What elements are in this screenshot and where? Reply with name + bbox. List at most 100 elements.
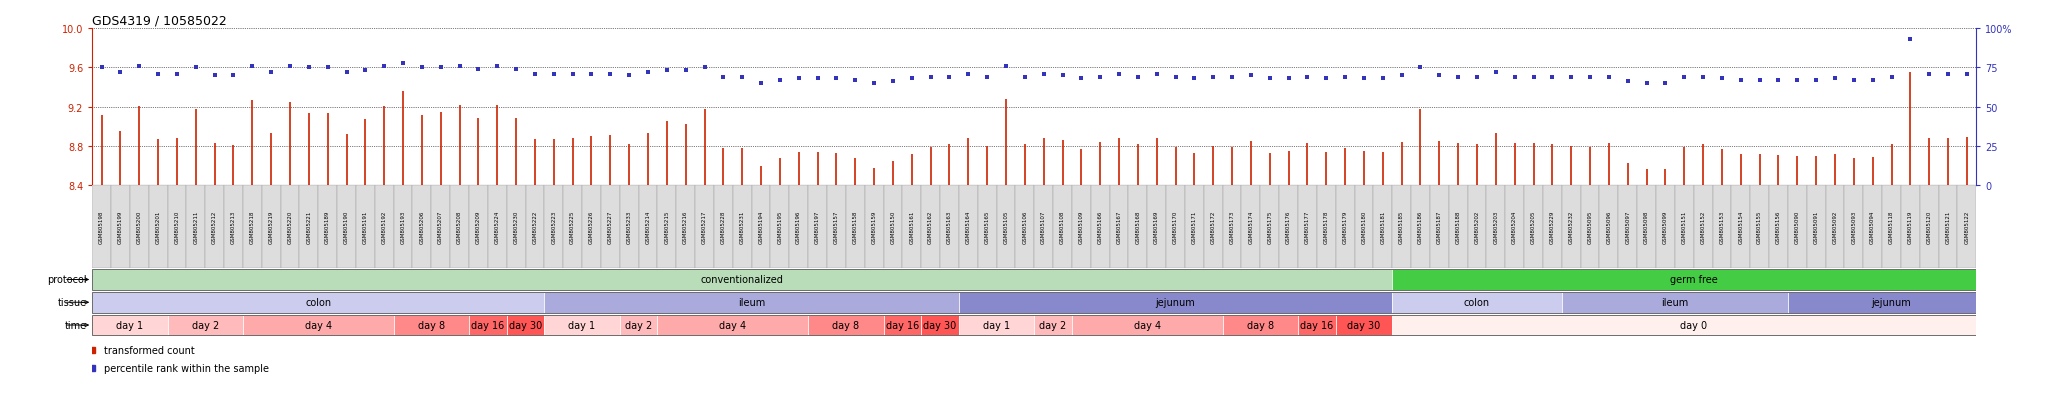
Bar [545, 186, 563, 268]
Bar [92, 186, 111, 268]
Text: GSM805178: GSM805178 [1323, 211, 1329, 244]
Bar [958, 292, 1393, 313]
Bar [186, 186, 205, 268]
Point [217, 73, 250, 79]
Text: GSM805228: GSM805228 [721, 211, 725, 244]
Point [1348, 76, 1380, 83]
Bar [1806, 186, 1825, 268]
Point [1688, 74, 1720, 81]
Bar [1882, 186, 1901, 268]
Text: GSM805161: GSM805161 [909, 211, 913, 244]
Bar [451, 186, 469, 268]
Text: GSM805188: GSM805188 [1456, 211, 1460, 244]
Point [1894, 37, 1927, 43]
Text: day 0: day 0 [1679, 320, 1708, 330]
Text: day 16: day 16 [471, 320, 504, 330]
Point [518, 71, 551, 78]
Bar [92, 292, 545, 313]
Text: GSM805212: GSM805212 [213, 211, 217, 244]
Text: GSM805092: GSM805092 [1833, 211, 1837, 244]
Text: GSM805176: GSM805176 [1286, 211, 1290, 244]
Text: GSM805157: GSM805157 [834, 211, 840, 244]
Text: GSM805224: GSM805224 [496, 211, 500, 244]
Text: GSM805217: GSM805217 [702, 211, 707, 244]
Point [1855, 77, 1888, 84]
Text: GSM805194: GSM805194 [758, 211, 764, 244]
Bar [150, 186, 168, 268]
Point [651, 68, 684, 75]
Point [348, 68, 381, 75]
Text: colon: colon [1464, 297, 1491, 308]
Bar [1317, 186, 1335, 268]
Text: GSM805205: GSM805205 [1532, 211, 1536, 244]
Bar [1223, 315, 1298, 335]
Text: GSM805108: GSM805108 [1061, 211, 1065, 244]
Text: GSM805153: GSM805153 [1720, 211, 1724, 244]
Text: GSM805225: GSM805225 [569, 211, 575, 244]
Bar [1393, 292, 1563, 313]
Text: GSM805203: GSM805203 [1493, 211, 1499, 244]
Text: GSM805190: GSM805190 [344, 211, 348, 244]
Bar [281, 186, 299, 268]
Point [1837, 77, 1870, 84]
Bar [676, 186, 694, 268]
Text: GSM805106: GSM805106 [1022, 211, 1028, 244]
Text: GSM805177: GSM805177 [1305, 211, 1311, 244]
Bar [1505, 186, 1524, 268]
Bar [563, 186, 582, 268]
Bar [356, 186, 375, 268]
Bar [244, 186, 262, 268]
Bar [809, 315, 883, 335]
Point [1649, 81, 1681, 87]
Bar [1599, 186, 1618, 268]
Text: GSM805201: GSM805201 [156, 211, 160, 244]
Text: GSM805226: GSM805226 [590, 211, 594, 244]
Point [989, 63, 1022, 70]
Text: GSM805221: GSM805221 [307, 211, 311, 244]
Bar [1016, 186, 1034, 268]
Text: GSM805204: GSM805204 [1511, 211, 1518, 244]
Text: GSM805211: GSM805211 [193, 211, 199, 244]
Bar [922, 186, 940, 268]
Bar [1712, 186, 1731, 268]
Point [670, 68, 702, 75]
Point [934, 74, 967, 81]
Bar [393, 186, 412, 268]
Bar [223, 186, 244, 268]
Bar [412, 186, 432, 268]
Text: GSM805118: GSM805118 [1888, 211, 1894, 244]
Point [293, 65, 326, 71]
Bar [1393, 186, 1411, 268]
Text: day 2: day 2 [1040, 320, 1067, 330]
Text: GSM805167: GSM805167 [1116, 211, 1122, 244]
Bar [1411, 186, 1430, 268]
Text: GSM805163: GSM805163 [946, 211, 952, 244]
Text: GSM805175: GSM805175 [1268, 211, 1272, 244]
Text: day 4: day 4 [719, 320, 745, 330]
Point [1047, 73, 1079, 79]
Text: GSM805120: GSM805120 [1927, 211, 1931, 244]
Point [877, 79, 909, 85]
Text: GSM805093: GSM805093 [1851, 211, 1855, 244]
Bar [1769, 186, 1788, 268]
Bar [1034, 186, 1053, 268]
Text: GSM805215: GSM805215 [664, 211, 670, 244]
Bar [1448, 186, 1468, 268]
Bar [432, 186, 451, 268]
Bar [694, 186, 715, 268]
Text: GSM805181: GSM805181 [1380, 211, 1384, 244]
Point [160, 71, 193, 78]
Bar [1542, 186, 1563, 268]
Text: percentile rank within the sample: percentile rank within the sample [104, 363, 270, 374]
Text: GSM805099: GSM805099 [1663, 211, 1667, 244]
Point [199, 73, 231, 79]
Point [971, 74, 1004, 81]
Text: GSM805152: GSM805152 [1700, 211, 1706, 244]
Bar [487, 186, 506, 268]
Bar [1487, 186, 1505, 268]
Bar [977, 186, 997, 268]
Text: GSM805109: GSM805109 [1079, 211, 1083, 244]
Point [819, 76, 852, 83]
Text: GSM805150: GSM805150 [891, 211, 895, 244]
Point [1159, 74, 1192, 81]
